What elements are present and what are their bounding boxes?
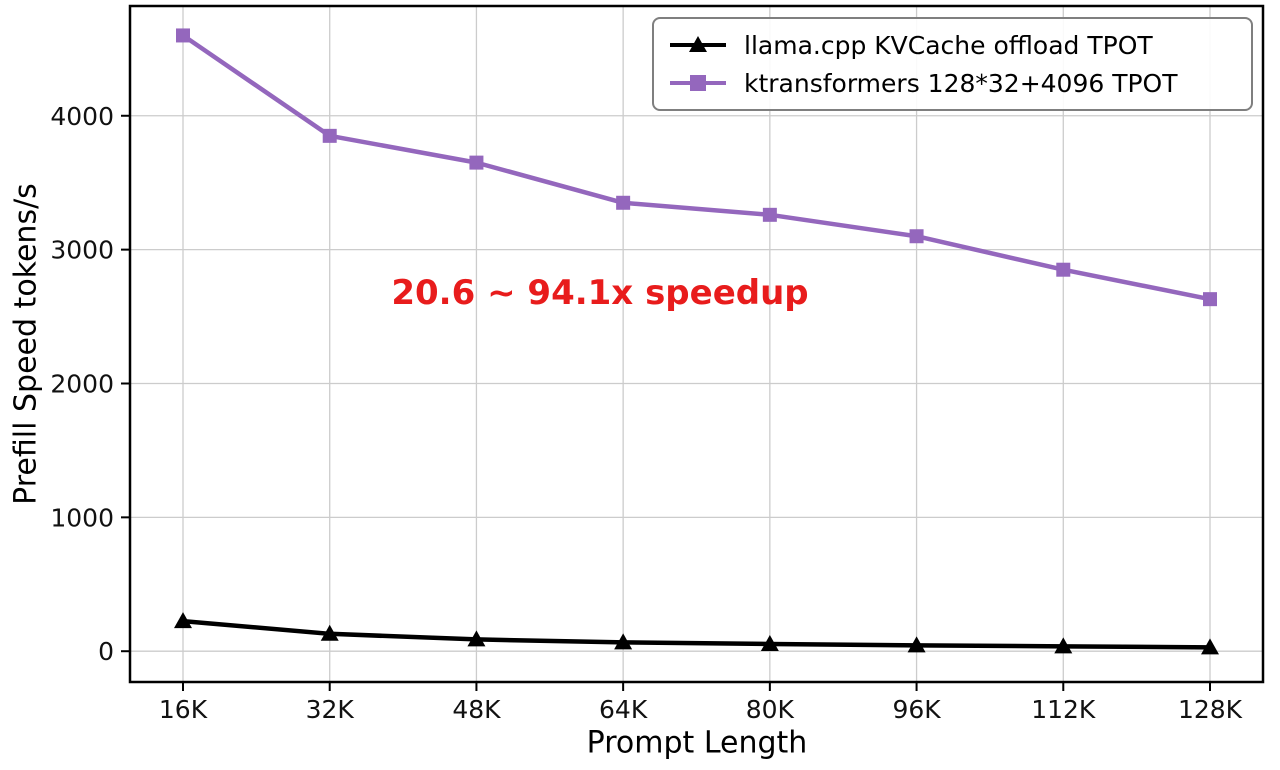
triangle-marker	[174, 612, 192, 629]
plot-border	[128, 4, 1265, 684]
triangle-marker	[1054, 637, 1073, 654]
y-tick-label: 1000	[50, 503, 114, 532]
x-tick-label: 112K	[1031, 695, 1096, 724]
triangle-marker	[467, 630, 486, 647]
square-marker	[322, 128, 337, 143]
y-tick-label: 0	[98, 637, 114, 666]
triangle-marker	[907, 636, 926, 653]
triangle-marker	[760, 634, 779, 651]
axis-ticks	[121, 114, 1211, 691]
square-marker	[1056, 262, 1071, 277]
series-line	[182, 618, 1211, 650]
square-marker	[1203, 292, 1217, 307]
legend-entry-ktransformers: ktransformers 128*32+4096 TPOT	[668, 65, 1237, 101]
y-tick-label: 4000	[50, 102, 114, 131]
x-tick-label: 96K	[892, 695, 941, 724]
x-tick-label: 48K	[452, 695, 501, 724]
legend-label-llamacpp: llama.cpp KVCache offload TPOT	[744, 30, 1153, 60]
square-marker	[762, 207, 777, 222]
y-tick-label: 3000	[50, 236, 114, 265]
series-ktransformers	[176, 28, 1217, 307]
legend-sample-line-triangle	[670, 36, 726, 52]
x-tick-label: 32K	[306, 695, 355, 724]
series-line	[181, 33, 1211, 302]
legend-sample-line-square	[670, 75, 726, 91]
square-marker	[616, 195, 631, 210]
triangle-marker	[1201, 638, 1219, 655]
x-tick-label: 64K	[599, 695, 648, 724]
square-marker	[469, 155, 484, 170]
x-tick-label: 128K	[1178, 695, 1243, 724]
tick-labels: 16K 32K 48K 64K 80K 96K 112K 128K 0 1000 2000 3000 4…	[50, 102, 1242, 724]
square-marker	[176, 28, 190, 43]
y-axis-label: Prefill Speed tokens/s	[8, 183, 44, 505]
y-tick-label: 2000	[50, 369, 114, 398]
legend-entry-llamacpp: llama.cpp KVCache offload TPOT	[668, 27, 1237, 63]
legend: llama.cpp KVCache offload TPOT ktransfor…	[652, 17, 1253, 111]
legend-label-ktransformers: ktransformers 128*32+4096 TPOT	[744, 68, 1178, 98]
x-tick-label: 80K	[746, 695, 795, 724]
triangle-marker	[614, 633, 633, 650]
triangle-marker	[320, 624, 339, 641]
series-llamacpp	[174, 612, 1219, 655]
x-axis-label: Prompt Length	[586, 725, 808, 761]
square-marker	[909, 229, 924, 244]
gridlines	[130, 6, 1263, 682]
x-tick-label: 16K	[159, 695, 208, 724]
speedup-annotation: 20.6 ~ 94.1x speedup	[391, 273, 809, 313]
